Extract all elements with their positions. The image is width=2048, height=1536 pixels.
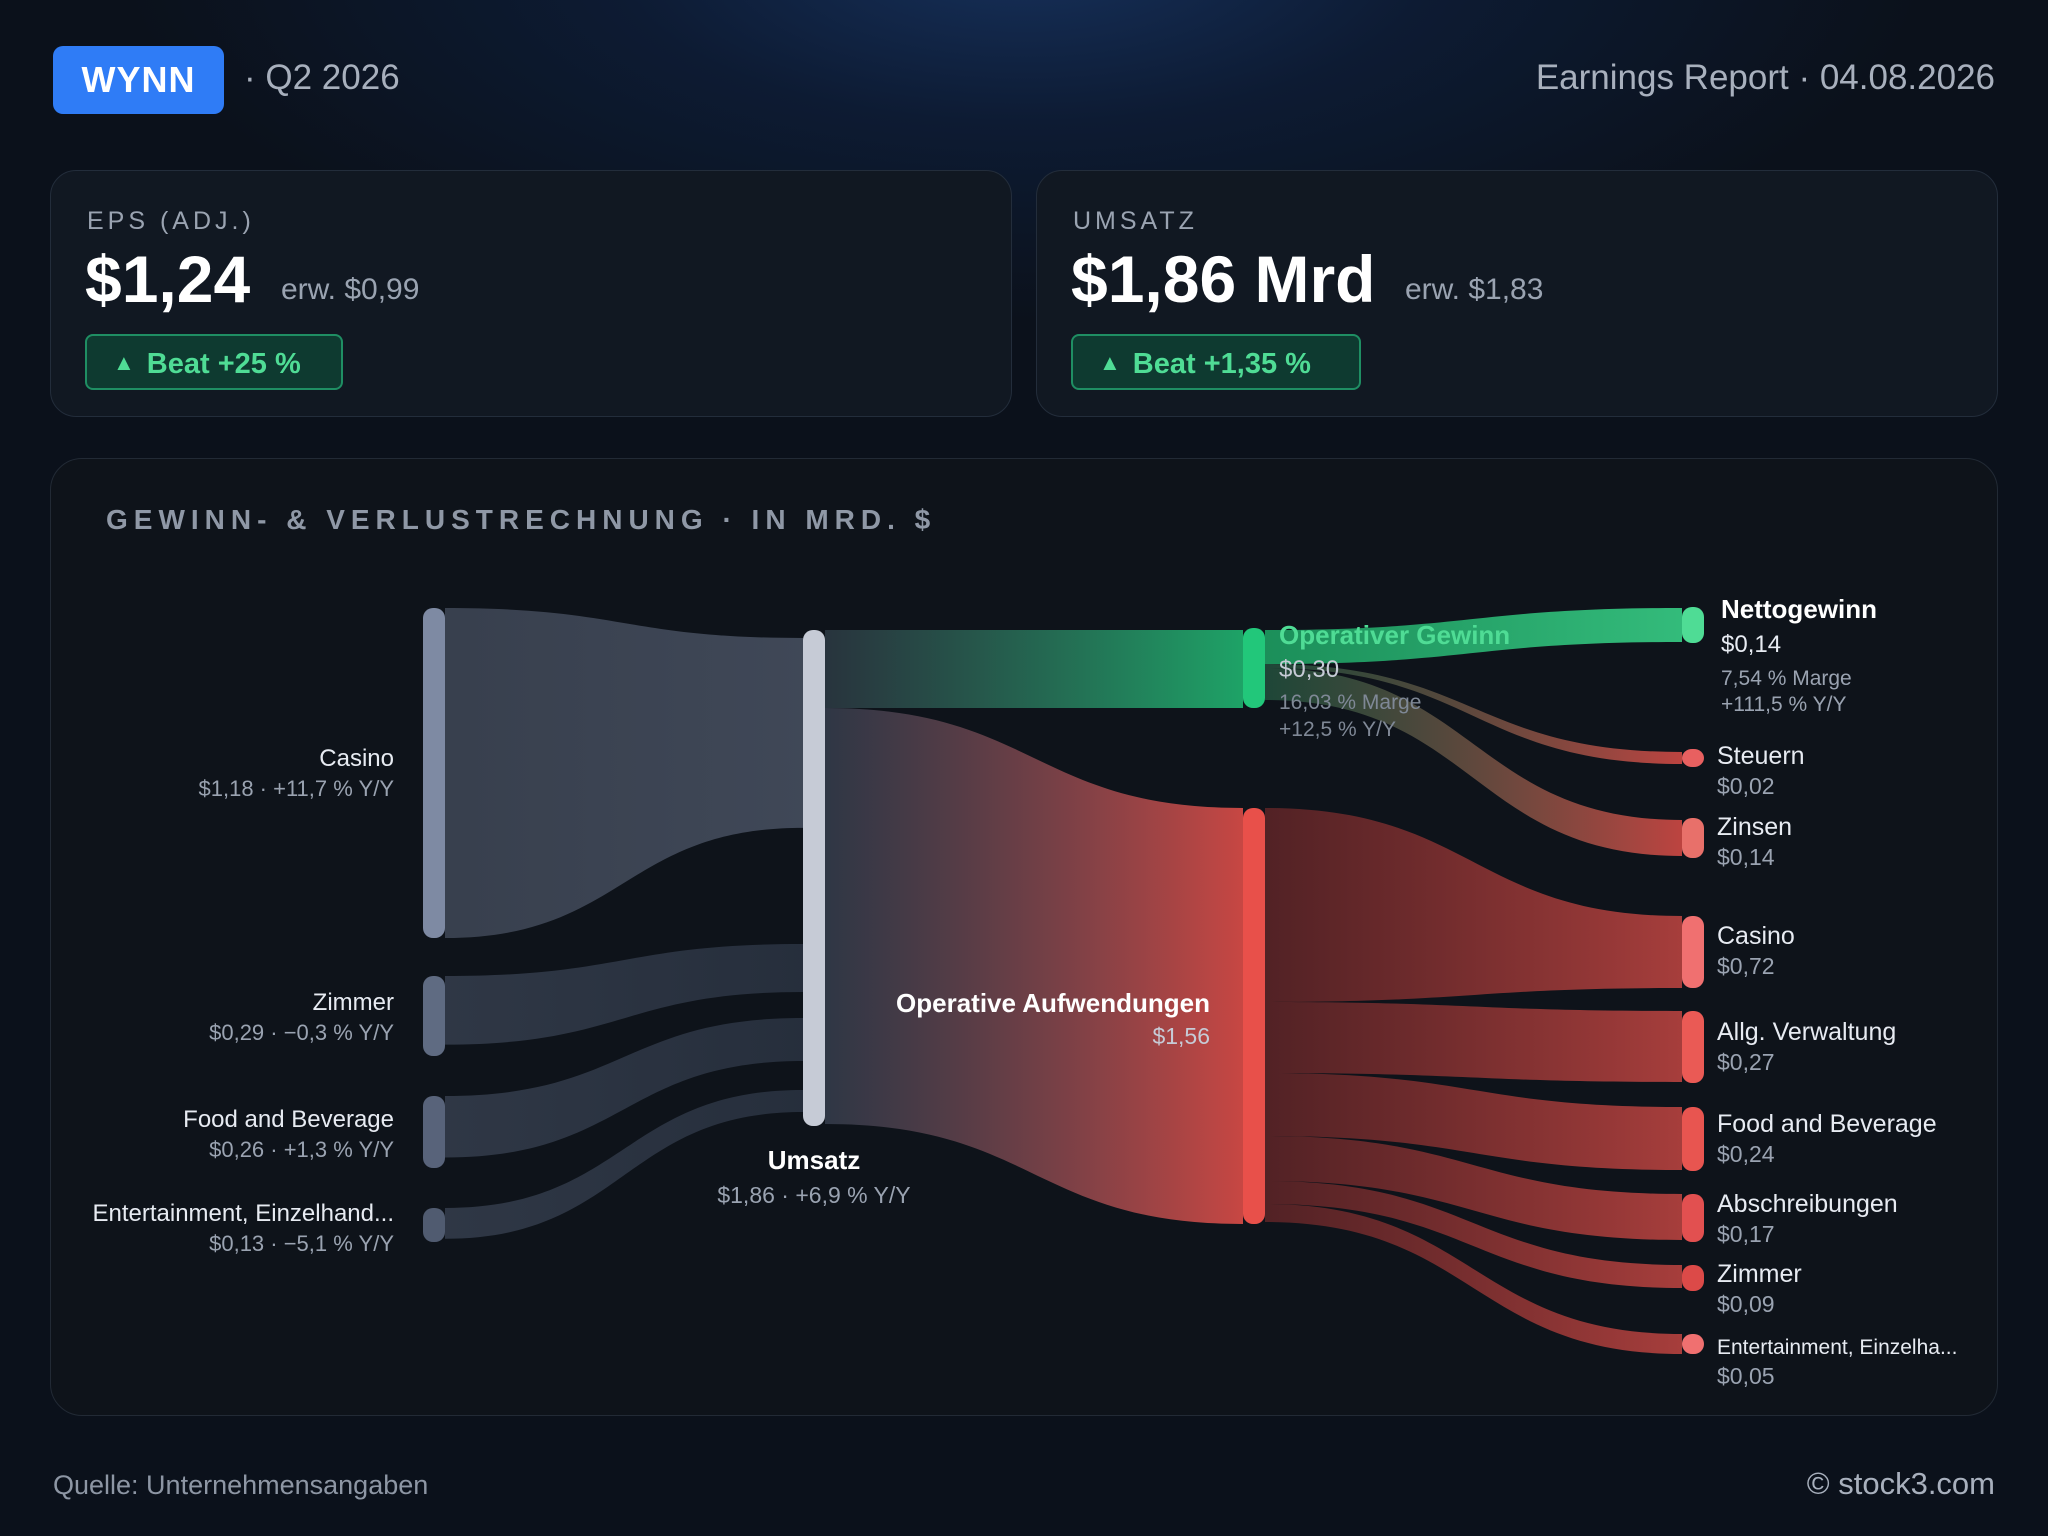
flow-opgewinn-netto	[1265, 608, 1682, 664]
label-abschr: Abschreibungen	[1717, 1190, 1898, 1218]
eps-card: EPS (ADJ.) $1,24 erw. $0,99 ▲ Beat +25 %	[50, 170, 1012, 417]
sub-ent_in: $0,13 · −5,1 % Y/Y	[209, 1231, 394, 1256]
revenue-label: UMSATZ	[1073, 207, 1198, 235]
revenue-estimate: erw. $1,83	[1405, 273, 1544, 306]
value-zinsen: $0,14	[1717, 844, 1775, 870]
triangle-up-icon: ▲	[113, 350, 135, 375]
label-opgewinn: Operativer Gewinn	[1279, 620, 1510, 650]
value-opgewinn: $0,30	[1279, 656, 1339, 683]
revenue-card: UMSATZ $1,86 Mrd erw. $1,83 ▲ Beat +1,35 …	[1036, 170, 1998, 417]
node-bar-netto	[1682, 607, 1704, 643]
node-bar-casino_in	[423, 608, 445, 938]
value-verw: $0,27	[1717, 1049, 1775, 1075]
brand-mark: © stock3.com	[1806, 1466, 1995, 1501]
node-bar-opaufw	[1243, 808, 1265, 1224]
node-bar-casino_out	[1682, 916, 1704, 988]
flow-opgewinn-steuern	[1265, 664, 1682, 764]
flow-umsatz-opaufw	[825, 708, 1243, 1224]
flow-opgewinn-zinsen	[1265, 668, 1682, 856]
yoy-netto: +111,5 % Y/Y	[1721, 693, 1847, 716]
node-bar-fb_in	[423, 1096, 445, 1168]
label-steuern: Steuern	[1717, 742, 1805, 770]
label-casino_out: Casino	[1717, 922, 1795, 950]
source-note: Quelle: Unternehmensangaben	[53, 1470, 429, 1500]
sub-casino_in: $1,18 · +11,7 % Y/Y	[199, 776, 395, 801]
node-bar-opgewinn	[1243, 628, 1265, 708]
value-steuern: $0,02	[1717, 773, 1775, 799]
eps-beat-text: Beat +25 %	[146, 348, 301, 380]
label-umsatz: Umsatz	[768, 1145, 860, 1175]
ticker-badge: WYNN	[53, 46, 224, 114]
node-bar-abschr	[1682, 1194, 1704, 1242]
period-label: · Q2 2026	[244, 58, 400, 97]
yoy-opgewinn: +12,5 % Y/Y	[1279, 718, 1396, 741]
flow-casino_in-umsatz	[445, 608, 803, 938]
eps-beat-badge: ▲ Beat +25 %	[85, 334, 343, 390]
value-opaufw: $1,56	[1152, 1023, 1210, 1049]
label-ent_in: Entertainment, Einzelhand...	[92, 1200, 394, 1227]
flow-opaufw-abschr	[1265, 1136, 1682, 1240]
label-fb_in: Food and Beverage	[183, 1106, 394, 1133]
label-zimmer_in: Zimmer	[313, 989, 394, 1016]
node-bar-zimmer_in	[423, 976, 445, 1056]
eps-label: EPS (ADJ.)	[87, 207, 255, 235]
node-bar-umsatz	[803, 630, 825, 1126]
flow-opaufw-casino_out	[1265, 808, 1682, 1002]
margin-opgewinn: 16,03 % Marge	[1279, 691, 1421, 714]
triangle-up-icon: ▲	[1099, 350, 1121, 375]
value-fb_out: $0,24	[1717, 1141, 1775, 1167]
value-ent_out: $0,05	[1717, 1363, 1775, 1389]
flow-zimmer_in-umsatz	[445, 944, 803, 1045]
node-bar-verw	[1682, 1011, 1704, 1083]
value-abschr: $0,17	[1717, 1221, 1775, 1247]
label-fb_out: Food and Beverage	[1717, 1110, 1937, 1138]
flow-umsatz-opgewinn	[825, 630, 1243, 708]
eps-estimate: erw. $0,99	[281, 273, 420, 306]
node-bar-fb_out	[1682, 1107, 1704, 1171]
node-bar-zimmer_out	[1682, 1265, 1704, 1291]
label-netto: Nettogewinn	[1721, 594, 1877, 624]
label-zimmer_out: Zimmer	[1717, 1260, 1802, 1288]
label-ent_out: Entertainment, Einzelha...	[1717, 1336, 1957, 1359]
node-bar-ent_in	[423, 1208, 445, 1242]
margin-netto: 7,54 % Marge	[1721, 667, 1852, 690]
node-bar-steuern	[1682, 749, 1704, 767]
label-verw: Allg. Verwaltung	[1717, 1018, 1896, 1046]
flow-opaufw-zimmer_out	[1265, 1181, 1682, 1288]
value-zimmer_out: $0,09	[1717, 1291, 1775, 1317]
value-casino_out: $0,72	[1717, 953, 1775, 979]
label-zinsen: Zinsen	[1717, 813, 1792, 841]
revenue-value: $1,86 Mrd	[1071, 242, 1376, 316]
flow-opaufw-fb_out	[1265, 1073, 1682, 1170]
flow-ent_in-umsatz	[445, 1090, 803, 1239]
label-casino_in: Casino	[319, 745, 394, 772]
eps-value: $1,24	[85, 242, 251, 316]
sub-fb_in: $0,26 · +1,3 % Y/Y	[209, 1137, 394, 1162]
label-opaufw: Operative Aufwendungen	[896, 988, 1210, 1018]
sub-zimmer_in: $0,29 · −0,3 % Y/Y	[209, 1020, 394, 1045]
node-bar-zinsen	[1682, 818, 1704, 858]
chart-title: GEWINN- & VERLUSTRECHNUNG · IN MRD. $	[106, 504, 937, 535]
revenue-beat-text: Beat +1,35 %	[1132, 348, 1311, 380]
flow-fb_in-umsatz	[445, 1018, 803, 1158]
flow-opaufw-verw	[1265, 1002, 1682, 1082]
sub-umsatz: $1,86 · +6,9 % Y/Y	[717, 1182, 910, 1208]
flow-opaufw-ent_out	[1265, 1204, 1682, 1354]
report-date: Earnings Report · 04.08.2026	[1535, 58, 1995, 97]
revenue-beat-badge: ▲ Beat +1,35 %	[1071, 334, 1361, 390]
node-bar-ent_out	[1682, 1334, 1704, 1354]
value-netto: $0,14	[1721, 631, 1781, 658]
